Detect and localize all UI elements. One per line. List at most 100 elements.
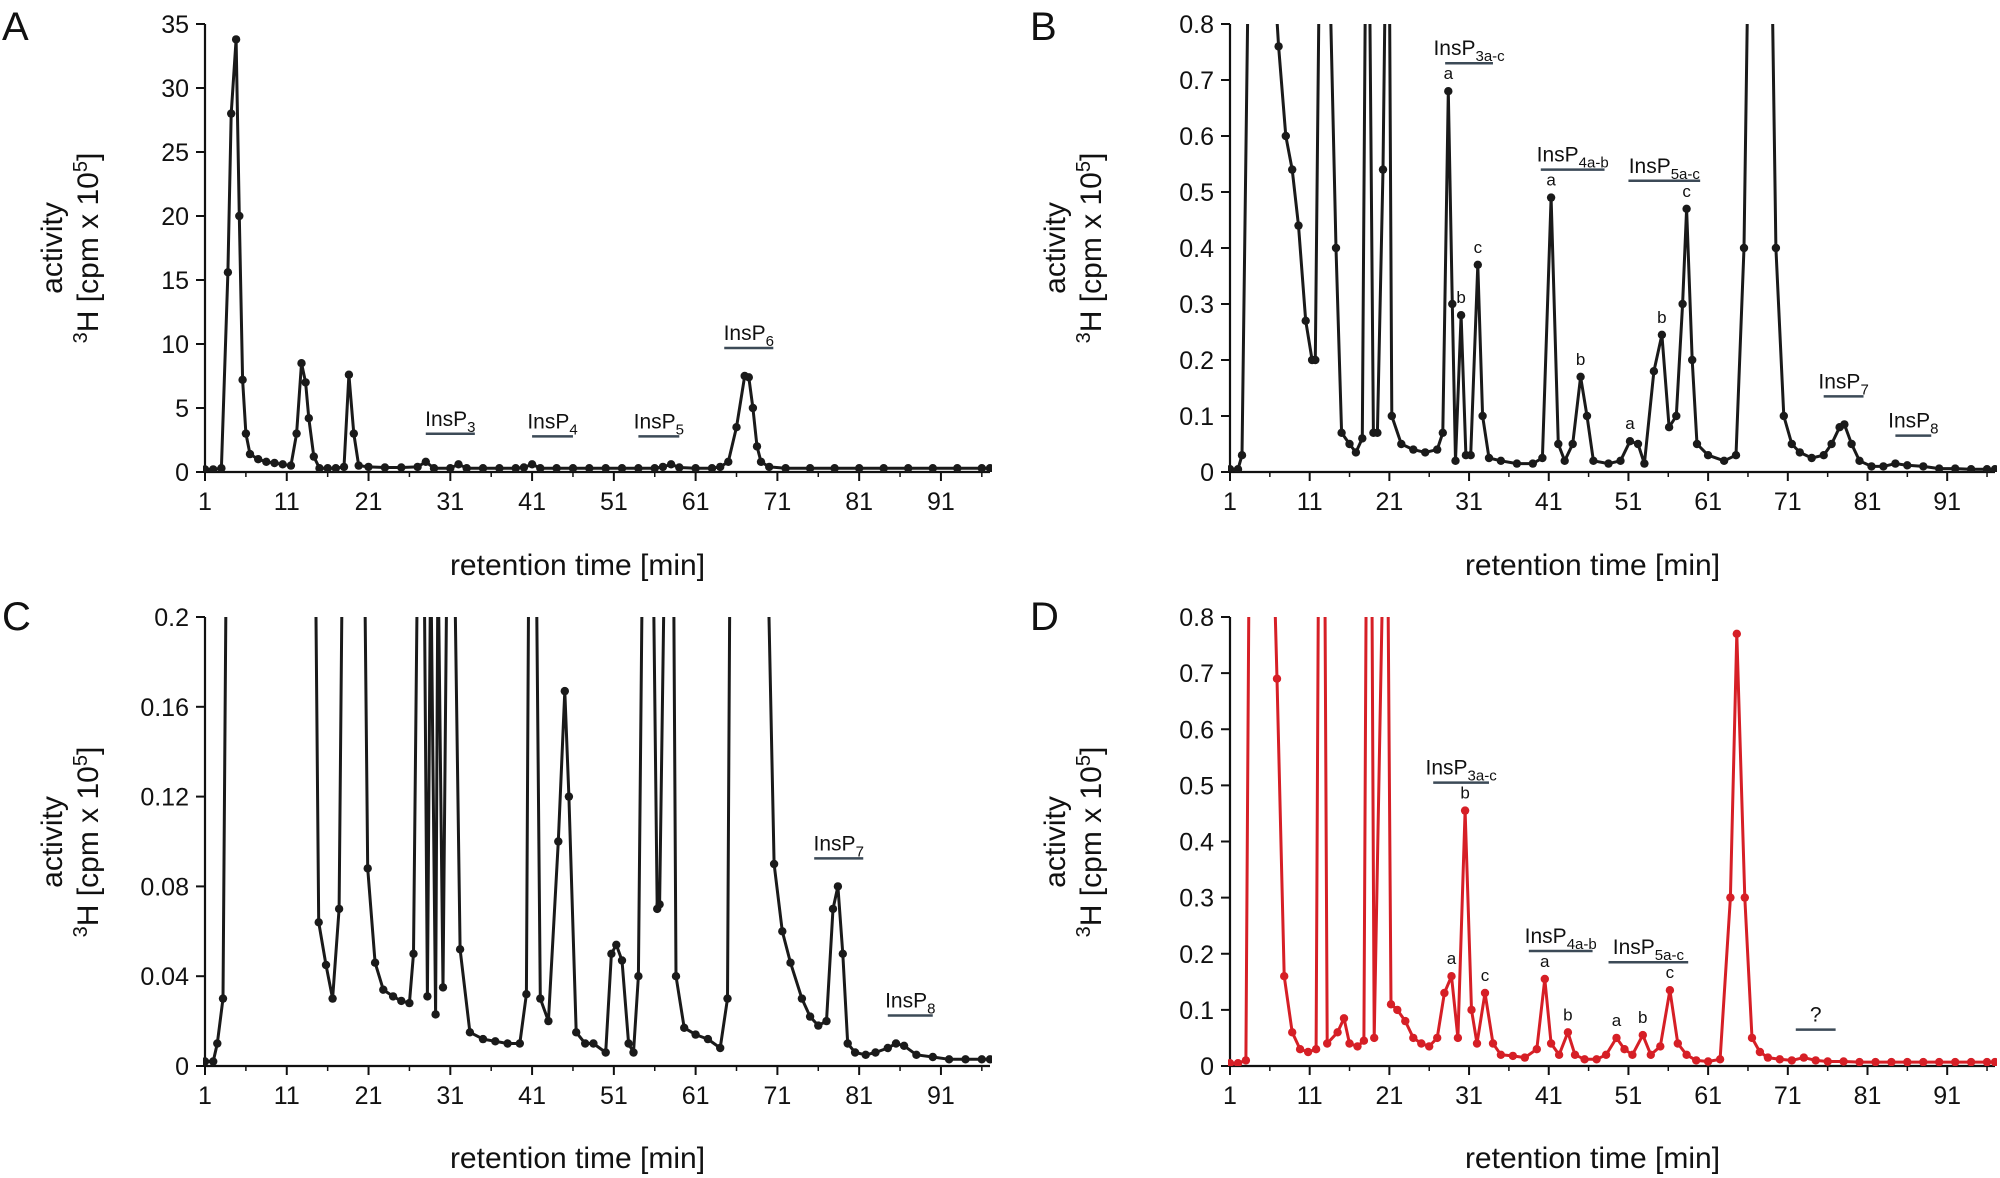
- data-point: [1378, 165, 1388, 174]
- data-point: [1672, 411, 1681, 421]
- data-point: [304, 414, 313, 423]
- peak-label: a: [1447, 949, 1457, 968]
- data-point: [650, 464, 659, 472]
- data-point: [1855, 1057, 1864, 1066]
- peak-label: a: [1625, 414, 1635, 433]
- data-point: [1919, 462, 1928, 471]
- data-point: [1288, 1028, 1297, 1037]
- data-point: [671, 972, 681, 981]
- data-point: [1351, 448, 1361, 457]
- data-point: [1919, 1057, 1928, 1066]
- data-point: [209, 1057, 218, 1066]
- data-point: [871, 1048, 880, 1057]
- data-point: [354, 461, 363, 470]
- panel-letter: B: [1030, 5, 1057, 49]
- y-tick-label: 0: [1200, 459, 1214, 487]
- data-point: [323, 464, 332, 472]
- y-axis-title-line1: activity: [1039, 796, 1072, 888]
- x-tick-label: 21: [1375, 488, 1403, 516]
- data-point: [446, 464, 455, 472]
- data-point: [1640, 459, 1649, 468]
- data-point: [607, 949, 616, 958]
- peak-label: a: [1546, 171, 1556, 190]
- data-point: [1568, 439, 1577, 449]
- data-point: [1373, 428, 1382, 437]
- data-point: [270, 458, 279, 468]
- fraction-label: InsP6: [724, 322, 774, 350]
- data-point: [1520, 1053, 1530, 1062]
- data-point: [899, 1041, 909, 1051]
- data-point: [977, 1055, 986, 1064]
- data-point: [315, 464, 324, 472]
- data-point: [756, 457, 766, 466]
- data-point: [1339, 1014, 1349, 1023]
- data-point: [778, 927, 787, 936]
- x-tick-label: 91: [1933, 488, 1961, 516]
- data-point: [218, 994, 228, 1003]
- data-point: [769, 859, 779, 869]
- data-point: [675, 463, 684, 472]
- y-tick-label: 30: [161, 75, 189, 103]
- data-point: [1496, 1050, 1506, 1060]
- data-point: [1397, 439, 1406, 449]
- data-point: [1467, 1005, 1476, 1015]
- data-point: [1303, 1047, 1313, 1057]
- panel-letter: D: [1030, 595, 1059, 639]
- panel-a: A1 11 21 31 41 51 61 71 81 9105101520253035retent…: [2, 5, 992, 582]
- data-point: [655, 900, 664, 909]
- data-point: [1903, 461, 1912, 470]
- data-point: [1409, 1033, 1418, 1043]
- fraction-label: InsP3a-c: [1425, 757, 1497, 785]
- data-point: [344, 370, 354, 379]
- data-point: [536, 994, 545, 1003]
- data-point: [1447, 972, 1456, 981]
- y-axis-title-line1: activity: [36, 202, 69, 294]
- data-point: [1546, 1039, 1556, 1048]
- x-tick-label: 81: [845, 1082, 873, 1110]
- fraction-label: InsP5a-c: [1613, 936, 1685, 964]
- data-point: [1433, 1033, 1442, 1043]
- data-point: [321, 960, 331, 970]
- data-point: [985, 1055, 992, 1064]
- x-tick-label: 71: [1774, 1082, 1802, 1110]
- data-point: [1827, 439, 1836, 449]
- data-point: [1966, 465, 1976, 472]
- data-point: [1819, 451, 1828, 460]
- x-tick-label: 61: [682, 488, 710, 516]
- y-tick-label: 25: [161, 139, 189, 167]
- x-tick-label: 41: [518, 1082, 546, 1110]
- data-point: [1496, 456, 1506, 465]
- data-point: [1657, 330, 1667, 339]
- data-point: [1871, 1057, 1880, 1066]
- data-point: [1715, 1055, 1725, 1064]
- data-point: [928, 1052, 937, 1062]
- peak-label: a: [1612, 1011, 1622, 1030]
- data-point: [1241, 1056, 1251, 1065]
- y-axis-title-line1: activity: [36, 796, 69, 888]
- data-point: [1678, 299, 1687, 309]
- data-point: [429, 464, 439, 472]
- panel-c: C1 11 21 31 41 51 61 71 81 9100.040.080.120.160.2…: [2, 595, 992, 1175]
- x-tick-label: 1: [1223, 1082, 1237, 1110]
- data-point: [748, 403, 758, 413]
- data-point: [589, 1039, 598, 1048]
- data-point: [511, 464, 520, 472]
- data-point: [732, 423, 741, 432]
- data-point: [245, 449, 255, 459]
- y-tick-label: 0.8: [1179, 11, 1214, 39]
- data-point: [292, 429, 301, 438]
- fraction-label: InsP3a-c: [1433, 37, 1505, 65]
- data-point: [1554, 439, 1563, 449]
- data-point: [744, 373, 753, 382]
- data-point: [624, 1039, 633, 1048]
- data-point: [286, 461, 296, 470]
- data-point: [1935, 1057, 1944, 1066]
- x-tick-label: 71: [763, 1082, 791, 1110]
- data-point: [1682, 1050, 1691, 1060]
- data-point: [309, 452, 318, 461]
- x-tick-label: 41: [1535, 488, 1563, 516]
- data-point: [1620, 1045, 1629, 1054]
- data-point: [1473, 260, 1483, 269]
